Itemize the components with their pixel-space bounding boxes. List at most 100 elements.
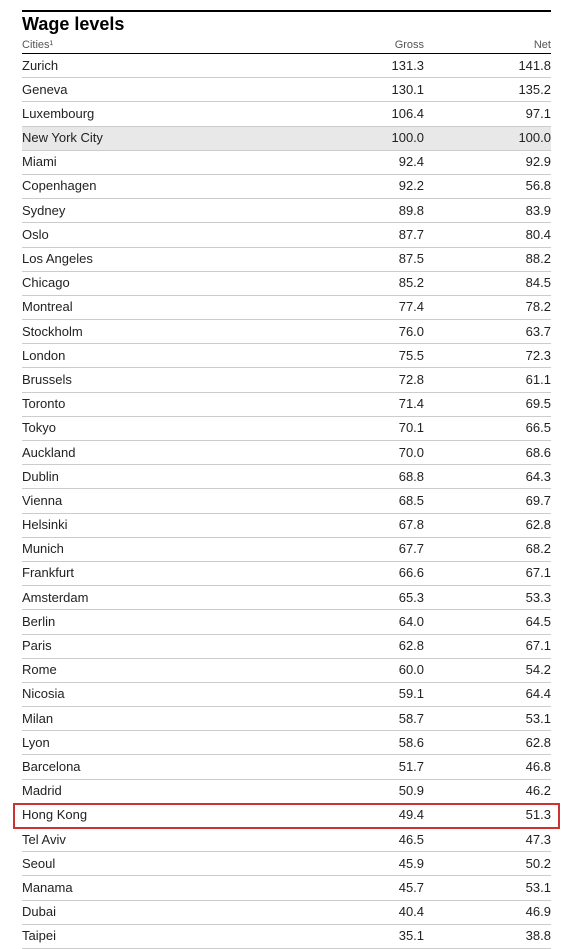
cell-city: Copenhagen (22, 177, 297, 195)
cell-net: 88.2 (424, 250, 551, 268)
cell-city: Nicosia (22, 685, 297, 703)
table-row: Copenhagen92.256.8 (22, 175, 551, 199)
cell-city: Taipei (22, 927, 297, 945)
table-row: Milan58.753.1 (22, 707, 551, 731)
cell-net: 50.2 (424, 855, 551, 873)
table-row: Paris62.867.1 (22, 635, 551, 659)
table-title: Wage levels (22, 14, 551, 37)
cell-gross: 100.0 (297, 129, 424, 147)
cell-city: New York City (22, 129, 297, 147)
cell-gross: 50.9 (297, 782, 424, 800)
table-row: Berlin64.064.5 (22, 610, 551, 634)
cell-gross: 62.8 (297, 637, 424, 655)
cell-gross: 75.5 (297, 347, 424, 365)
table-row: Lyon58.662.8 (22, 731, 551, 755)
cell-gross: 49.4 (297, 806, 424, 824)
cell-gross: 35.1 (297, 927, 424, 945)
table-row: Manama45.753.1 (22, 876, 551, 900)
table-row: Stockholm76.063.7 (22, 320, 551, 344)
cell-gross: 92.2 (297, 177, 424, 195)
cell-gross: 77.4 (297, 298, 424, 316)
cell-city: Luxembourg (22, 105, 297, 123)
cell-net: 97.1 (424, 105, 551, 123)
cell-gross: 67.8 (297, 516, 424, 534)
cell-net: 38.8 (424, 927, 551, 945)
cell-net: 54.2 (424, 661, 551, 679)
cell-city: Auckland (22, 444, 297, 462)
table-row: London75.572.3 (22, 344, 551, 368)
cell-gross: 60.0 (297, 661, 424, 679)
cell-city: Geneva (22, 81, 297, 99)
table-row: Munich67.768.2 (22, 538, 551, 562)
cell-net: 100.0 (424, 129, 551, 147)
cell-city: Brussels (22, 371, 297, 389)
cell-net: 78.2 (424, 298, 551, 316)
table-row: New York City100.0100.0 (22, 127, 551, 151)
cell-net: 46.2 (424, 782, 551, 800)
cell-gross: 68.8 (297, 468, 424, 486)
cell-city: Seoul (22, 855, 297, 873)
cell-net: 53.1 (424, 710, 551, 728)
cell-net: 62.8 (424, 734, 551, 752)
cell-net: 64.5 (424, 613, 551, 631)
cell-net: 46.9 (424, 903, 551, 921)
table-row: Brussels72.861.1 (22, 368, 551, 392)
cell-net: 69.5 (424, 395, 551, 413)
cell-gross: 59.1 (297, 685, 424, 703)
table-row: Seoul45.950.2 (22, 852, 551, 876)
cell-gross: 92.4 (297, 153, 424, 171)
cell-net: 69.7 (424, 492, 551, 510)
cell-net: 53.1 (424, 879, 551, 897)
cell-net: 141.8 (424, 57, 551, 75)
table-row: Taipei35.138.8 (22, 925, 551, 949)
cell-net: 64.3 (424, 468, 551, 486)
cell-gross: 45.9 (297, 855, 424, 873)
table-row: Tokyo70.166.5 (22, 417, 551, 441)
cell-gross: 89.8 (297, 202, 424, 220)
cell-gross: 106.4 (297, 105, 424, 123)
cell-city: Vienna (22, 492, 297, 510)
cell-net: 64.4 (424, 685, 551, 703)
cell-net: 68.6 (424, 444, 551, 462)
table-row: Nicosia59.164.4 (22, 683, 551, 707)
cell-city: London (22, 347, 297, 365)
cell-gross: 67.7 (297, 540, 424, 558)
cell-net: 62.8 (424, 516, 551, 534)
cell-gross: 76.0 (297, 323, 424, 341)
cell-gross: 46.5 (297, 831, 424, 849)
cell-city: Sydney (22, 202, 297, 220)
table-row: Amsterdam65.353.3 (22, 586, 551, 610)
table-row: Luxembourg106.497.1 (22, 102, 551, 126)
cell-gross: 40.4 (297, 903, 424, 921)
table-row: Dublin68.864.3 (22, 465, 551, 489)
cell-city: Tel Aviv (22, 831, 297, 849)
cell-gross: 58.6 (297, 734, 424, 752)
cell-city: Rome (22, 661, 297, 679)
table-row: Chicago85.284.5 (22, 272, 551, 296)
cell-net: 53.3 (424, 589, 551, 607)
cell-gross: 45.7 (297, 879, 424, 897)
table-row: Madrid50.946.2 (22, 780, 551, 804)
cell-city: Milan (22, 710, 297, 728)
cell-gross: 68.5 (297, 492, 424, 510)
cell-net: 56.8 (424, 177, 551, 195)
cell-city: Tokyo (22, 419, 297, 437)
table-row: Oslo87.780.4 (22, 223, 551, 247)
cell-city: Montreal (22, 298, 297, 316)
cell-gross: 65.3 (297, 589, 424, 607)
cell-city: Zurich (22, 57, 297, 75)
cell-city: Lyon (22, 734, 297, 752)
table-row: Miami92.492.9 (22, 151, 551, 175)
cell-gross: 70.1 (297, 419, 424, 437)
cell-gross: 51.7 (297, 758, 424, 776)
top-rule (22, 10, 551, 12)
cell-city: Berlin (22, 613, 297, 631)
table-row: Montreal77.478.2 (22, 296, 551, 320)
table-row: Barcelona51.746.8 (22, 755, 551, 779)
table-row: Zurich131.3141.8 (22, 54, 551, 78)
cell-gross: 87.5 (297, 250, 424, 268)
cell-city: Manama (22, 879, 297, 897)
cell-city: Los Angeles (22, 250, 297, 268)
cell-city: Miami (22, 153, 297, 171)
cell-gross: 131.3 (297, 57, 424, 75)
